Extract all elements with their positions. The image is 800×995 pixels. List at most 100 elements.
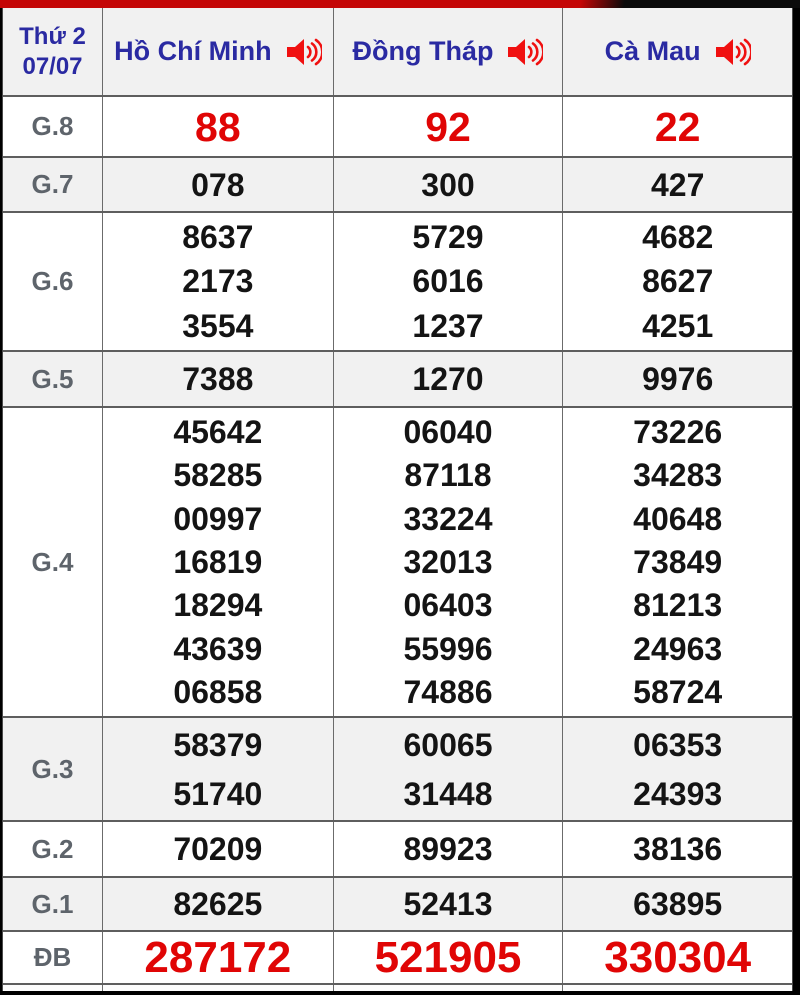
prize-cell-g2-dong-thap: 89923: [332, 822, 563, 876]
prize-number: 24393: [633, 775, 723, 812]
prize-label-g6: G.6: [3, 213, 103, 350]
prize-cell-g1-ho-chi-minh: 82625: [103, 878, 333, 930]
table-header-row: Thứ 2 07/07 Hồ Chí Minh Đồng Tháp: [3, 8, 792, 95]
prize-cell-g2-ho-chi-minh: 70209: [103, 822, 333, 876]
prize-number: 9976: [642, 361, 714, 397]
prize-number: 287172: [144, 932, 292, 982]
prize-cell-g7-ho-chi-minh: 078: [103, 158, 333, 211]
prize-number: 58724: [633, 674, 723, 711]
prize-number: 4682: [642, 219, 714, 256]
prize-cell-g7-dong-thap: 300: [332, 158, 563, 211]
prize-number: 3554: [182, 307, 254, 344]
prize-cell-g3-ca-mau: 06353 24393: [562, 718, 792, 820]
prize-label-g7: G.7: [3, 158, 103, 211]
prize-number: 33224: [403, 500, 493, 537]
prize-cell-g3-ho-chi-minh: 58379 51740: [103, 718, 333, 820]
prize-cell-g4-dong-thap: 06040 87118 33224 32013 06403 55996 74886: [332, 408, 563, 716]
column-header-ca-mau[interactable]: Cà Mau: [562, 8, 792, 95]
prize-number: 43639: [173, 630, 263, 667]
prize-number: 16819: [173, 543, 263, 580]
prize-cell-g6-dong-thap: 5729 6016 1237: [332, 213, 563, 350]
prize-number: 078: [191, 166, 245, 203]
prize-number: 55996: [403, 630, 493, 667]
prize-row-g8: G.8 88 92 22: [3, 95, 792, 156]
prize-number: 63895: [633, 886, 723, 922]
speaker-icon[interactable]: [715, 37, 751, 67]
prize-number: 6016: [412, 263, 484, 300]
prize-row-g1: G.1 82625 52413 63895: [3, 876, 792, 930]
draw-date: 07/07: [22, 52, 83, 80]
prize-number: 58379: [173, 726, 263, 763]
prize-cell-g4-ca-mau: 73226 34283 40648 73849 81213 24963 58724: [562, 408, 792, 716]
prize-number: 52413: [403, 886, 493, 922]
prize-label-g5: G.5: [3, 352, 103, 406]
prize-label-g8: G.8: [3, 97, 103, 156]
draw-date-cell: Thứ 2 07/07: [3, 8, 103, 95]
prize-number: 82625: [173, 886, 263, 922]
prize-number: 92: [425, 103, 471, 150]
prize-number: 58285: [173, 457, 263, 494]
prize-label-g4: G.4: [3, 408, 103, 716]
prize-number: 74886: [403, 674, 493, 711]
speaker-icon[interactable]: [286, 37, 322, 67]
prize-number: 22: [654, 103, 701, 150]
prize-number: 06353: [633, 726, 723, 763]
column-header-ho-chi-minh[interactable]: Hồ Chí Minh: [103, 8, 333, 95]
prize-number: 06858: [173, 674, 263, 711]
speaker-icon[interactable]: [507, 37, 544, 67]
prize-label-g2: G.2: [3, 822, 103, 876]
prize-number: 00997: [173, 500, 263, 537]
prize-number: 06403: [403, 587, 493, 624]
prize-number: 51740: [173, 775, 263, 812]
prize-cell-g2-ca-mau: 38136: [562, 822, 792, 876]
prize-cell-db-dong-thap: 521905: [332, 932, 563, 983]
prize-cell-g5-ho-chi-minh: 7388: [103, 352, 333, 406]
prize-row-g2: G.2 70209 89923 38136: [3, 820, 792, 876]
prize-cell-g8-ho-chi-minh: 88: [103, 97, 333, 156]
prize-number: 40648: [633, 500, 723, 537]
prize-number: 2173: [182, 263, 254, 300]
lottery-results-table: Thứ 2 07/07 Hồ Chí Minh Đồng Tháp: [2, 8, 793, 991]
prize-number: 330304: [604, 932, 752, 982]
prize-cell-db-ho-chi-minh: 287172: [103, 932, 333, 983]
prize-number: 60065: [403, 726, 493, 763]
prize-number: 300: [421, 166, 475, 203]
top-banner-strip: [0, 0, 800, 8]
prize-number: 87118: [404, 457, 492, 494]
column-header-dong-thap[interactable]: Đồng Tháp: [332, 8, 563, 95]
prize-table-body: G.8 88 92 22 G.7 078 300 427 G.6 8637 2173 3554 5729…: [3, 95, 792, 983]
prize-label-g1: G.1: [3, 878, 103, 930]
prize-number: 24963: [633, 630, 723, 667]
prize-number: 1237: [412, 307, 484, 344]
province-name[interactable]: Hồ Chí Minh: [114, 36, 272, 66]
prize-row-g7: G.7 078 300 427: [3, 156, 792, 211]
prize-cell-g8-dong-thap: 92: [332, 97, 563, 156]
prize-cell-g4-ho-chi-minh: 45642 58285 00997 16819 18294 43639 06858: [103, 408, 333, 716]
prize-number: 81213: [633, 587, 723, 624]
next-row-sliver: [3, 983, 792, 991]
prize-row-g5: G.5 7388 1270 9976: [3, 350, 792, 406]
prize-cell-g5-dong-thap: 1270: [332, 352, 563, 406]
prize-number: 8627: [642, 263, 714, 300]
prize-number: 427: [650, 166, 705, 203]
prize-cell-g8-ca-mau: 22: [562, 97, 792, 156]
prize-number: 4251: [642, 307, 714, 344]
province-name[interactable]: Đồng Tháp: [352, 36, 494, 66]
prize-number: 89923: [403, 831, 493, 867]
prize-number: 5729: [412, 219, 484, 256]
prize-number: 7388: [182, 361, 254, 397]
prize-number: 18294: [173, 587, 263, 624]
prize-row-g4: G.4 45642 58285 00997 16819 18294 43639 06858 06…: [3, 406, 792, 716]
prize-number: 32013: [403, 543, 493, 580]
prize-label-db: ĐB: [3, 932, 103, 983]
prize-row-db: ĐB 287172 521905 330304: [3, 930, 792, 983]
prize-cell-db-ca-mau: 330304: [562, 932, 792, 983]
prize-number: 88: [195, 103, 241, 150]
prize-row-g6: G.6 8637 2173 3554 5729 6016 1237 4682 8627 4251: [3, 211, 792, 350]
prize-row-g3: G.3 58379 51740 60065 31448 06353 24393: [3, 716, 792, 820]
prize-number: 1270: [412, 361, 484, 397]
prize-cell-g5-ca-mau: 9976: [562, 352, 792, 406]
province-name[interactable]: Cà Mau: [604, 36, 701, 66]
prize-number: 73226: [633, 413, 723, 450]
